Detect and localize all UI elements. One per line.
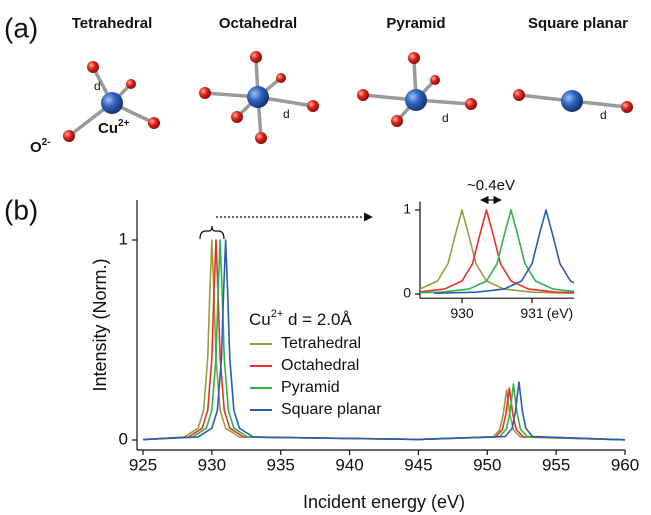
- x-tick-label: 950: [473, 455, 501, 474]
- x-tick-label: 935: [267, 455, 295, 474]
- oxygen-charge: 2-: [42, 137, 51, 148]
- legend-label: Square planar: [281, 401, 382, 418]
- x-tick-label: 930: [450, 305, 474, 321]
- structure-title: Pyramid: [386, 15, 445, 32]
- legend-title-rest: d = 2.0Å: [283, 310, 352, 329]
- bond-label: d: [283, 107, 290, 121]
- series-line: [142, 239, 626, 441]
- pyramid-model: [357, 52, 477, 127]
- annotation: ~0.4eV: [467, 177, 515, 194]
- panel-label: (a): [4, 12, 38, 43]
- copper-label: Cu2+: [98, 118, 130, 137]
- square-planar-model: [513, 89, 633, 113]
- x-tick-label: 945: [404, 455, 432, 474]
- panel-label: (b): [4, 194, 38, 225]
- structure-title: Tetrahedral: [72, 15, 153, 32]
- peak-brace: [199, 225, 225, 240]
- series-line: [142, 239, 626, 441]
- x-tick-label: 955: [542, 455, 570, 474]
- legend-label: Octahedral: [281, 357, 359, 374]
- copper-charge: 2+: [118, 118, 130, 129]
- plot-lines: [420, 209, 574, 295]
- copper-symbol: Cu: [98, 120, 118, 137]
- y-tick-label: 1: [119, 229, 128, 248]
- plot-lines: [142, 239, 626, 441]
- legend-title-base: Cu: [249, 310, 271, 329]
- x-tick-label: 925: [129, 455, 157, 474]
- x-tick-label: 960: [611, 455, 639, 474]
- structure-title: Octahedral: [219, 15, 297, 32]
- oxygen-symbol: O: [30, 139, 42, 156]
- x-axis-label: Incident energy (eV): [303, 492, 465, 512]
- y-axis-label: Intensity (Norm.): [90, 258, 110, 391]
- legend-label: Pyramid: [281, 379, 340, 396]
- legend-label: Tetrahedral: [281, 335, 361, 352]
- tetrahedral-model: [63, 61, 160, 142]
- bond-label: d: [600, 108, 607, 122]
- legend-title: Cu2+ d = 2.0Å: [249, 308, 352, 330]
- x-tick-label: 931: [520, 305, 544, 321]
- y-tick-label: 1: [403, 201, 411, 217]
- octahedral-model: [199, 51, 319, 144]
- x-axis-label: (eV): [547, 305, 573, 321]
- series-line: [420, 209, 574, 294]
- oxygen-label: O2-: [30, 137, 51, 156]
- x-tick-label: 940: [335, 455, 363, 474]
- y-tick-label: 0: [403, 285, 411, 301]
- y-tick-label: 0: [119, 429, 128, 448]
- bond-label: d: [442, 111, 449, 125]
- structure-title: Square planar: [528, 15, 628, 32]
- bond-label: d: [94, 79, 101, 93]
- series-line: [420, 209, 574, 294]
- x-tick-label: 930: [198, 455, 226, 474]
- legend-title-sup: 2+: [271, 308, 284, 320]
- series-line: [433, 209, 574, 295]
